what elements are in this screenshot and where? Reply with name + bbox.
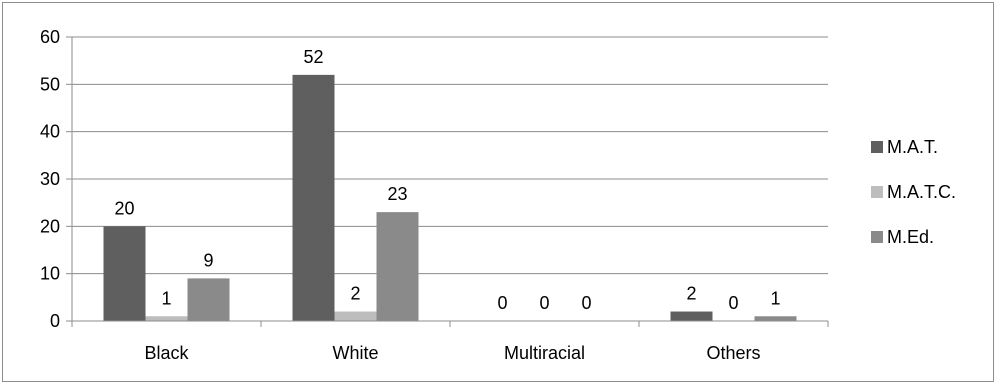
x-tick-label-others: Others (706, 343, 760, 363)
bar-m-a-t-c-white (334, 311, 377, 321)
y-tick-label-10: 10 (40, 264, 60, 284)
data-label-m-ed-others: 1 (770, 288, 780, 308)
legend: M.A.T. M.A.T.C. M.Ed. (871, 137, 956, 247)
gridlines (72, 36, 828, 275)
x-tick-label-white: White (332, 343, 378, 363)
bar-m-a-t-black (103, 226, 146, 321)
x-tick-label-multiracial: Multiracial (504, 343, 585, 363)
y-tick-label-20: 20 (40, 216, 60, 236)
data-label-m-ed-black: 9 (203, 250, 213, 270)
data-label-m-a-t-c-white: 2 (350, 284, 360, 304)
y-tick-label-40: 40 (40, 122, 60, 142)
bars (103, 74, 797, 321)
bar-m-a-t-white (292, 74, 335, 321)
data-label-m-ed-multiracial: 0 (581, 293, 591, 313)
bar-m-a-t-c-black (145, 316, 188, 321)
legend-swatch-m-a-t-c (871, 186, 883, 198)
x-axis-ticks: Black White Multiracial Others (71, 321, 829, 363)
data-label-m-a-t-c-black: 1 (161, 288, 171, 308)
bar-m-ed-black (187, 278, 230, 321)
data-label-m-a-t-c-others: 0 (728, 293, 738, 313)
data-label-m-a-t-others: 2 (686, 284, 696, 304)
bar-m-ed-white (376, 212, 419, 321)
legend-label-m-a-t: M.A.T. (887, 137, 938, 157)
legend-swatch-m-a-t (871, 141, 883, 153)
y-tick-label-50: 50 (40, 74, 60, 94)
y-tick-label-60: 60 (40, 27, 60, 47)
x-tick-label-black: Black (144, 343, 189, 363)
legend-label-m-ed: M.Ed. (887, 227, 934, 247)
y-tick-label-30: 30 (40, 169, 60, 189)
legend-label-m-a-t-c: M.A.T.C. (887, 182, 956, 202)
bar-m-ed-others (754, 316, 797, 321)
y-tick-label-0: 0 (50, 311, 60, 331)
y-axis-ticks: 0 10 20 30 40 50 60 (40, 27, 72, 331)
data-label-m-a-t-white: 52 (303, 47, 323, 67)
data-label-m-a-t-multiracial: 0 (497, 293, 507, 313)
data-label-m-ed-white: 23 (387, 184, 407, 204)
data-label-m-a-t-c-multiracial: 0 (539, 293, 549, 313)
legend-swatch-m-ed (871, 231, 883, 243)
data-label-m-a-t-black: 20 (114, 198, 134, 218)
bar-m-a-t-others (670, 311, 713, 321)
